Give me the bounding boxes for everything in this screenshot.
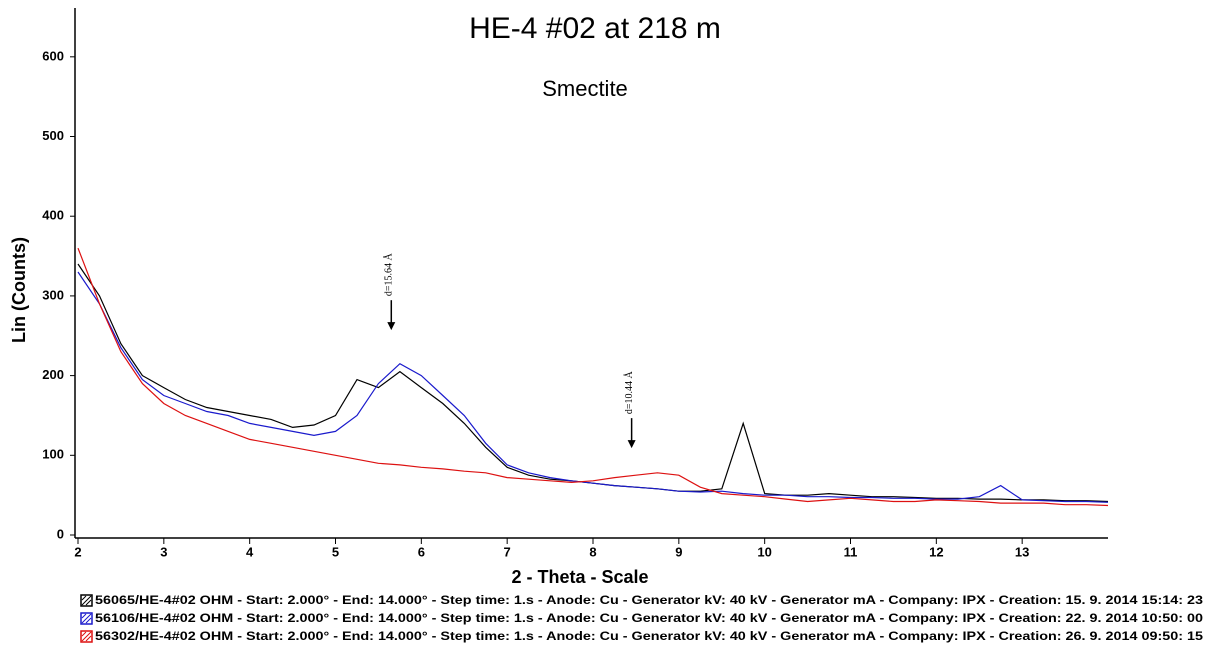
y-tick-label: 100 (42, 447, 64, 462)
x-tick-label: 10 (757, 544, 771, 559)
y-tick-label: 300 (42, 287, 64, 302)
x-tick-label: 11 (844, 544, 858, 559)
x-tick-label: 4 (246, 544, 254, 559)
y-tick-label: 0 (57, 526, 64, 541)
legend-swatch (80, 612, 93, 625)
legend-swatch (80, 630, 93, 643)
y-axis-label: Lin (Counts) (9, 237, 29, 343)
x-tick-label: 9 (675, 544, 682, 559)
x-tick-label: 5 (332, 544, 339, 559)
x-tick-label: 13 (1015, 544, 1029, 559)
x-tick-label: 12 (929, 544, 943, 559)
series-line (77, 263, 1109, 503)
series-line (77, 271, 1109, 503)
legend-swatch-hatch (81, 631, 92, 642)
y-tick-label: 500 (42, 128, 64, 143)
y-tick-label: 200 (42, 367, 64, 382)
y-tick-label: 400 (42, 208, 64, 223)
annotation-arrowhead (387, 322, 396, 331)
legend-swatch-hatch (81, 595, 92, 606)
x-tick-label: 8 (589, 544, 596, 559)
annotation-label: d=10.44 Å (623, 370, 635, 414)
y-tick-label: 600 (42, 48, 64, 63)
legend-swatch-hatch (81, 613, 92, 624)
x-tick-label: 2 (74, 544, 81, 559)
x-tick-label: 7 (504, 544, 511, 559)
x-tick-label: 6 (418, 544, 425, 559)
legend-swatch (80, 594, 93, 607)
chart-subtitle: Smectite (542, 76, 628, 101)
x-axis-label: 2 - Theta - Scale (511, 567, 648, 587)
chart-title: HE-4 #02 at 218 m (469, 12, 721, 45)
legend-label: 56302/HE-4#02 OHM - Start: 2.000° - End:… (95, 629, 1203, 643)
series-line (77, 247, 1109, 507)
legend-label: 56106/HE-4#02 OHM - Start: 2.000° - End:… (95, 611, 1203, 625)
legend-label: 56065/HE-4#02 OHM - Start: 2.000° - End:… (95, 593, 1203, 607)
x-tick-label: 3 (160, 544, 167, 559)
annotation-arrowhead (627, 440, 636, 449)
annotation-label: d=15.64 Å (383, 253, 395, 297)
